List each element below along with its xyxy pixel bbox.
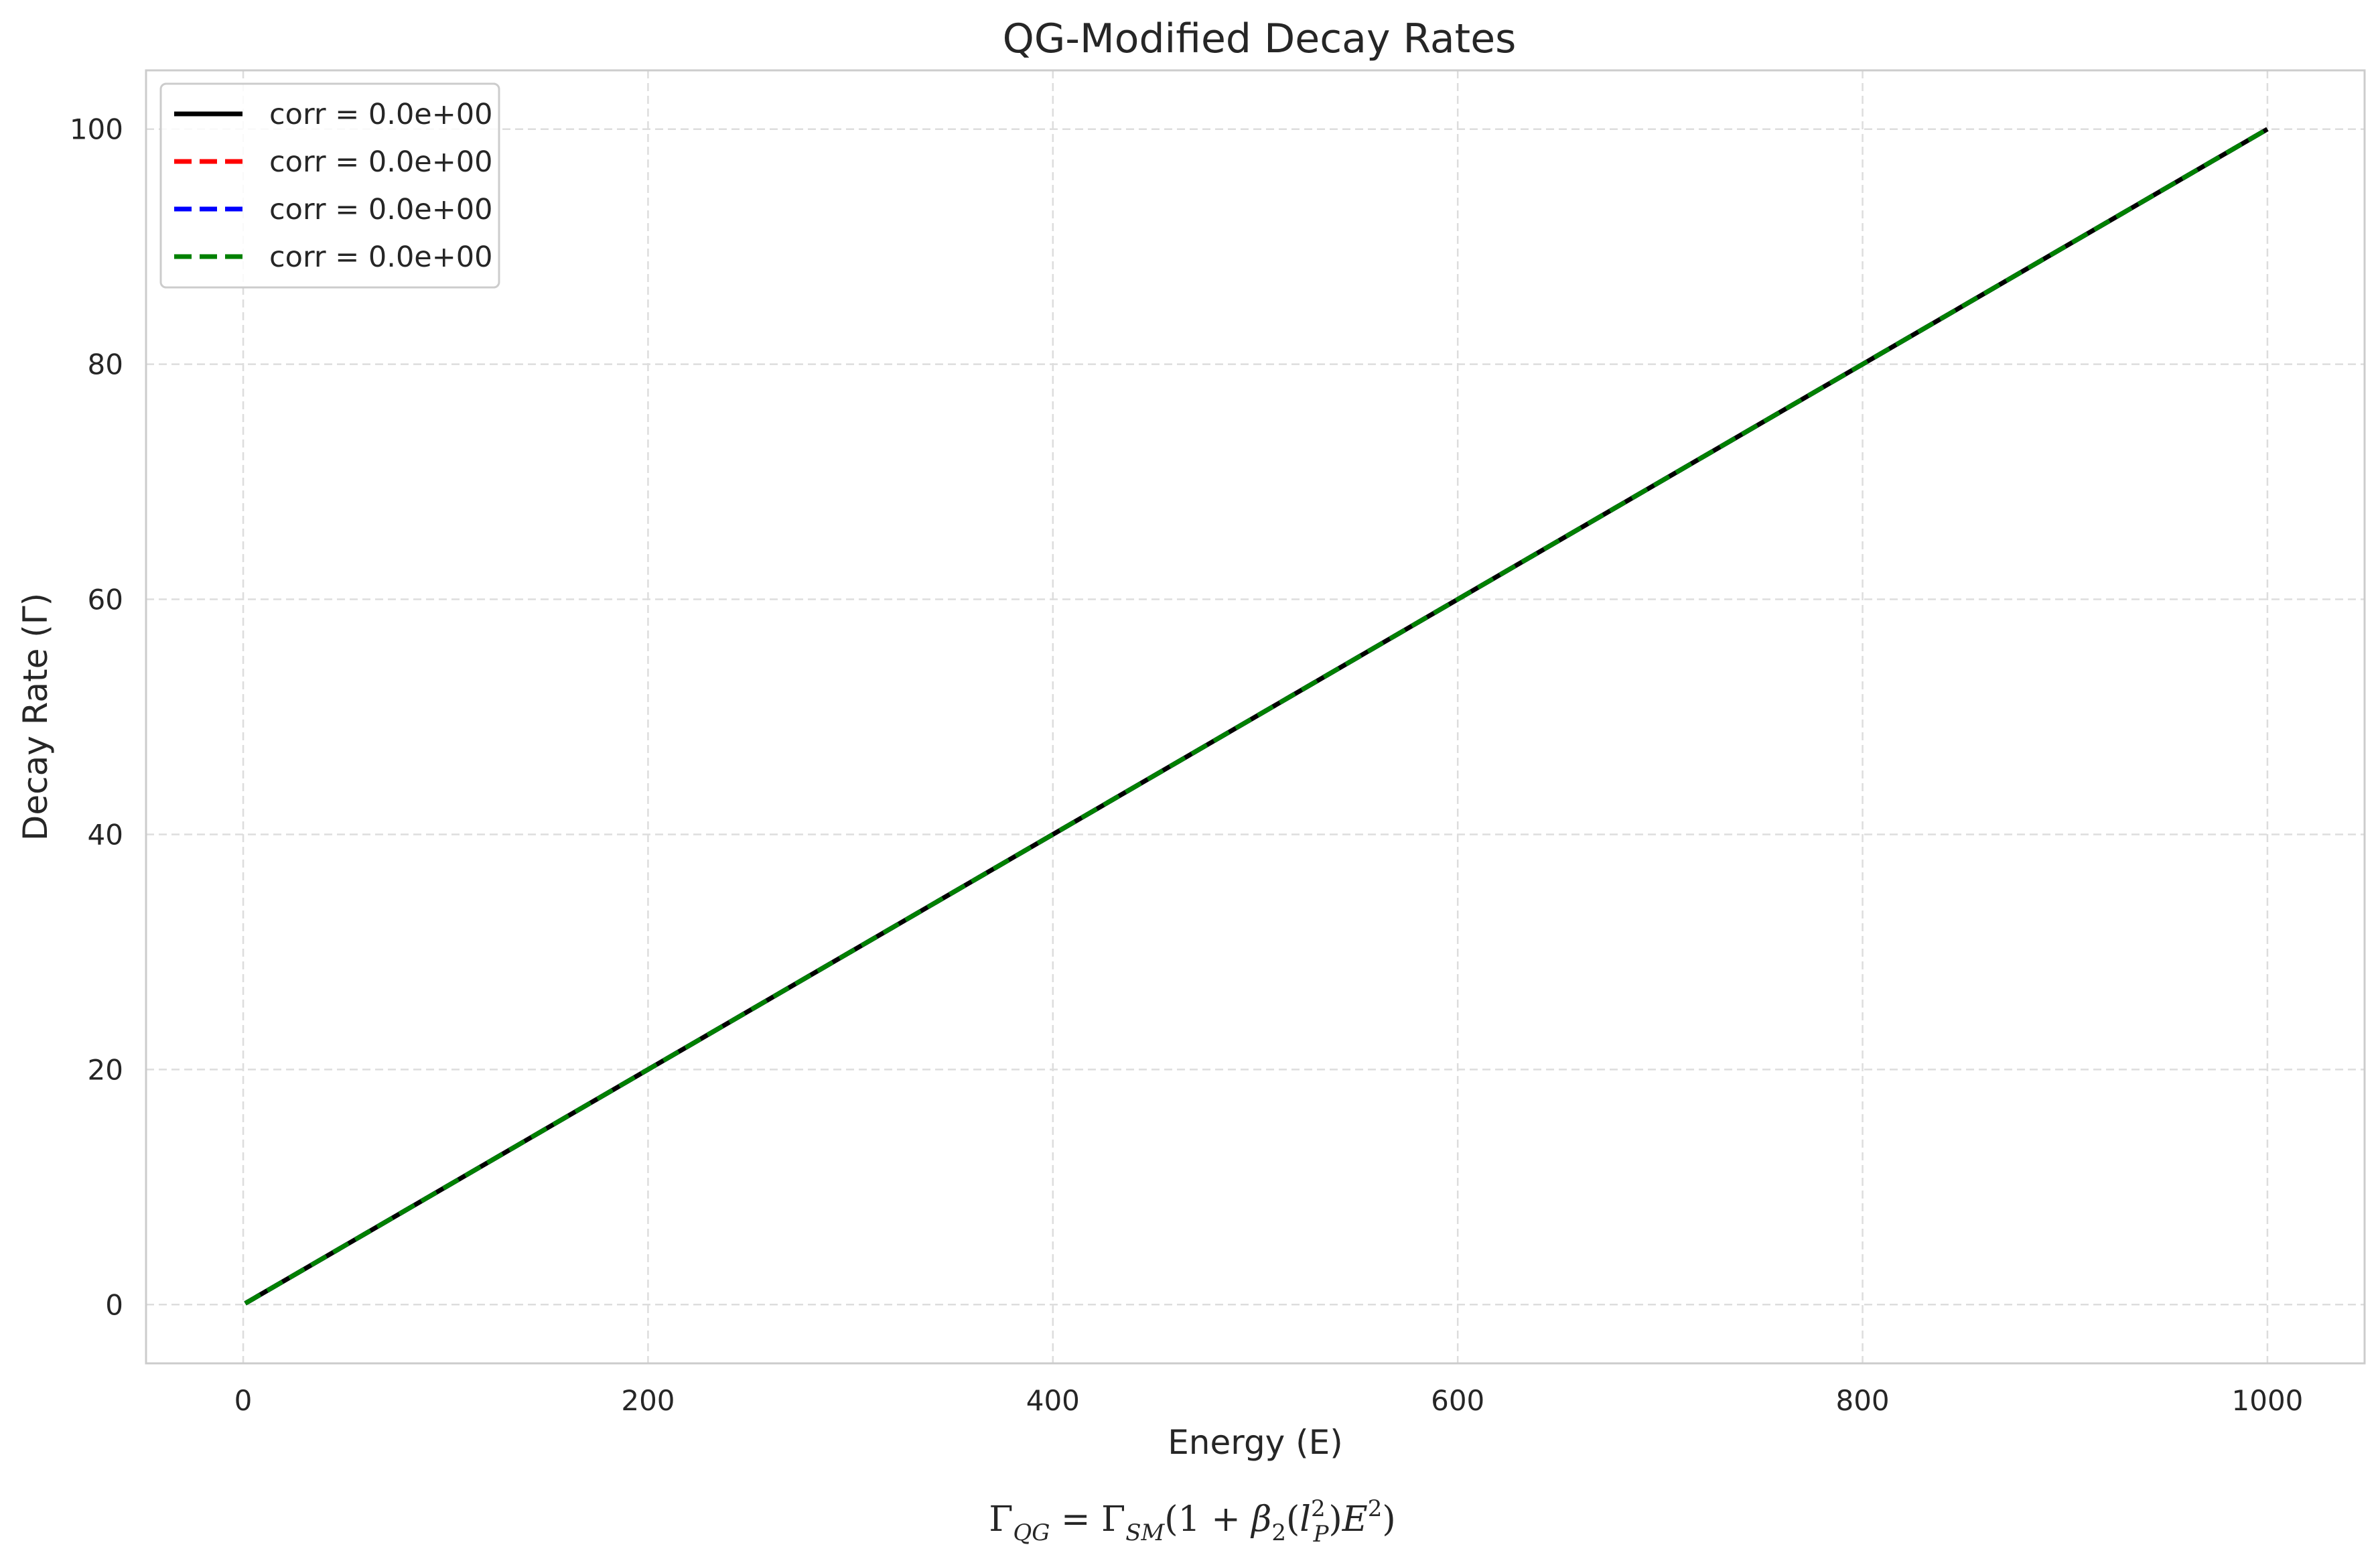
x-tick-label: 400: [1026, 1384, 1080, 1417]
y-tick-label: 80: [88, 348, 123, 381]
legend-label-4: corr = 0.0e+00: [269, 241, 493, 274]
y-tick-labels: 0 20 40 60 80 100: [70, 113, 123, 1322]
legend-label-1: corr = 0.0e+00: [269, 98, 493, 131]
chart-title: QG-Modified Decay Rates: [1003, 15, 1517, 62]
legend-box: [159, 82, 500, 289]
y-tick-label: 20: [88, 1053, 123, 1086]
series-lines: [244, 127, 2269, 1306]
legend-entries: corr = 0.0e+00 corr = 0.0e+00 corr = 0.0e+…: [174, 98, 493, 274]
series-line-4: [244, 127, 2269, 1306]
plot-area: [145, 69, 2366, 1365]
y-tick-label: 40: [88, 818, 123, 851]
x-tick-labels: 0 200 400 600 800 1000: [234, 1384, 2304, 1417]
grid-lines: [146, 70, 2365, 1363]
axes-frame: [145, 69, 2366, 1365]
x-tick-label: 1000: [2232, 1384, 2304, 1417]
y-tick-label: 100: [70, 113, 123, 146]
y-tick-label: 0: [105, 1288, 123, 1321]
x-tick-label: 200: [621, 1384, 675, 1417]
x-tick-label: 600: [1431, 1384, 1484, 1417]
legend-label-3: corr = 0.0e+00: [269, 193, 493, 226]
y-tick-label: 60: [88, 584, 123, 616]
legend: corr = 0.0e+00 corr = 0.0e+00 corr = 0.0e+…: [159, 82, 500, 289]
legend-label-2: corr = 0.0e+00: [269, 145, 493, 179]
x-tick-label: 0: [234, 1384, 253, 1417]
x-tick-label: 800: [1835, 1384, 1889, 1417]
y-axis-label: Decay Rate (Γ): [16, 593, 55, 841]
x-axis-label: Energy (E): [1168, 1423, 1343, 1462]
formula-annotation: ΓQG = ΓSM(1 + β2(l2 P)E2): [989, 1495, 1395, 1548]
